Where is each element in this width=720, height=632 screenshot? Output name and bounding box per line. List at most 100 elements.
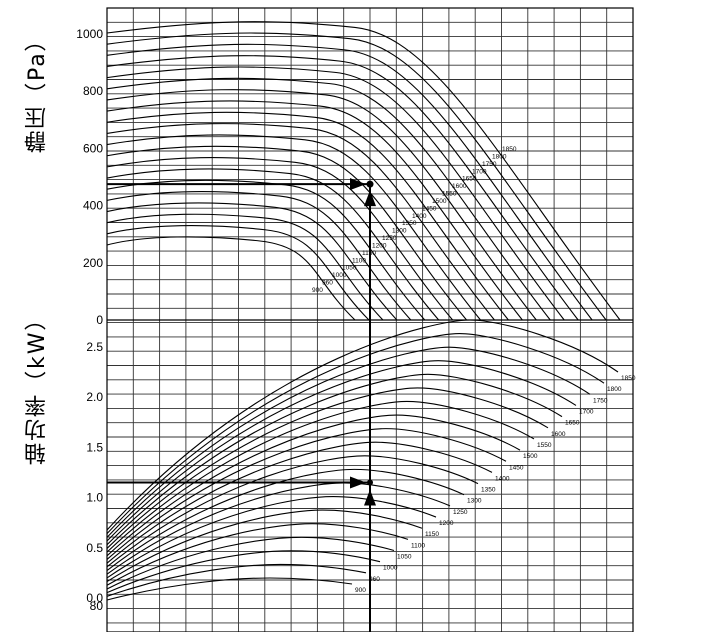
power-curve-label: 1600 <box>551 431 566 438</box>
power-curve-label: 1650 <box>565 420 580 427</box>
power-curve-label: 1700 <box>579 408 594 415</box>
axis-ticks: 0 200 400 600 800 1000 0.0 0.5 1.0 1.5 2.0 2.5 80 <box>76 27 103 613</box>
pressure-curve <box>106 168 440 321</box>
pressure-curve-label: 1750 <box>482 161 497 168</box>
power-curve <box>106 563 367 597</box>
power-curve <box>106 455 479 568</box>
power-tick-label: 1.0 <box>86 491 103 505</box>
pressure-curve-label: 1250 <box>382 235 397 242</box>
power-axis-label: 轴功率（kW） <box>25 306 50 466</box>
power-curve-label: 1250 <box>453 509 468 516</box>
power-curve <box>106 333 605 535</box>
power-curve <box>106 373 563 546</box>
pressure-curve-label: 1600 <box>452 183 467 190</box>
power-curve <box>106 509 423 583</box>
pressure-tick-label: 400 <box>83 199 103 213</box>
pressure-tick-label: 800 <box>83 84 103 98</box>
power-curve-label: 1750 <box>593 397 608 404</box>
pressure-curve <box>106 157 454 321</box>
curve-labels: 9009601000105011001150120012501300135014… <box>312 146 636 594</box>
power-curve-label: 1000 <box>383 565 398 572</box>
pressure-curve-label: 1400 <box>412 213 427 220</box>
pressure-curve <box>106 77 551 321</box>
power-curve <box>106 360 577 542</box>
power-curve <box>106 441 493 564</box>
pressure-curve-label: 1850 <box>502 146 517 153</box>
pressure-curve-label: 1350 <box>402 220 417 227</box>
pressure-curve-label: 1700 <box>472 168 487 175</box>
pressure-curve-label: 960 <box>322 280 333 287</box>
power-curve-label: 1100 <box>411 542 425 549</box>
power-curve-label: 1500 <box>523 453 538 460</box>
power-curve-label: 1050 <box>397 554 412 561</box>
power-curve <box>106 523 409 586</box>
power-curve <box>106 550 381 594</box>
pressure-curve <box>106 213 384 321</box>
power-curve <box>106 387 549 549</box>
power-curve <box>106 468 465 571</box>
pressure-curve-label: 1000 <box>332 272 347 279</box>
bottom-tick-label: 80 <box>90 599 104 613</box>
power-curve-label: 1800 <box>607 386 622 393</box>
power-curve-label: 1150 <box>425 531 439 538</box>
pressure-curve-label: 1800 <box>492 153 507 160</box>
pressure-curve <box>106 191 412 321</box>
power-curve <box>106 577 353 601</box>
pressure-curve <box>106 66 565 321</box>
power-curve-label: 1400 <box>495 475 510 482</box>
pressure-curve <box>106 100 523 321</box>
pressure-tick-label: 0 <box>96 313 103 327</box>
power-curve-label: 1200 <box>439 520 454 527</box>
pressure-curve-label: 1550 <box>442 191 457 198</box>
power-operating-point <box>367 479 373 486</box>
power-curve <box>106 319 619 531</box>
pressure-curve <box>106 145 468 321</box>
pressure-curve <box>106 43 593 321</box>
power-tick-label: 0.5 <box>86 541 103 555</box>
pressure-curve-label: 1500 <box>432 198 447 205</box>
power-arrow-up <box>364 489 376 506</box>
pressure-arrow-right <box>350 178 366 191</box>
pressure-curve-label: 1200 <box>372 242 387 249</box>
pressure-curve <box>106 134 481 321</box>
pressure-curve <box>106 202 398 321</box>
pressure-curve <box>106 225 370 321</box>
power-curve-label: 900 <box>355 587 366 594</box>
power-curve-label: 960 <box>369 576 380 583</box>
power-curve <box>106 482 451 575</box>
pressure-axis-label: 静压（Pa） <box>25 27 50 153</box>
power-curve <box>106 536 395 590</box>
pressure-curve-label: 1650 <box>462 176 477 183</box>
power-tick-label: 1.5 <box>86 440 103 454</box>
pressure-curve <box>106 236 356 321</box>
power-curve <box>106 346 591 538</box>
pressure-curve-label: 1300 <box>392 228 407 235</box>
pressure-curve <box>106 111 509 321</box>
power-curve-label: 1450 <box>509 464 524 471</box>
power-curve-label: 1850 <box>621 375 636 382</box>
pressure-tick-label: 200 <box>83 256 103 270</box>
pressure-curve-label: 1450 <box>422 205 437 212</box>
operating-point-markers <box>107 178 376 632</box>
power-tick-label: 2.0 <box>86 390 103 404</box>
power-curve-label: 1350 <box>481 487 496 494</box>
power-curve-label: 1550 <box>537 442 552 449</box>
power-tick-label: 0.0 <box>86 591 103 605</box>
chart-curves <box>106 21 621 601</box>
pressure-curve <box>106 32 607 321</box>
power-curve <box>106 495 437 579</box>
pressure-curve-label: 900 <box>312 287 323 294</box>
power-curve <box>106 400 535 553</box>
power-arrow-right <box>350 476 366 489</box>
pressure-tick-label: 1000 <box>76 27 103 41</box>
pressure-curve-label: 1050 <box>342 265 357 272</box>
pressure-curve <box>106 55 579 321</box>
power-tick-label: 2.5 <box>86 340 103 354</box>
pressure-curve-label: 1100 <box>352 257 366 264</box>
pressure-arrow-up <box>364 190 376 207</box>
pressure-curve <box>106 21 621 321</box>
power-curve-label: 1300 <box>467 498 482 505</box>
pressure-curve <box>106 89 537 321</box>
pressure-operating-point <box>366 180 374 188</box>
